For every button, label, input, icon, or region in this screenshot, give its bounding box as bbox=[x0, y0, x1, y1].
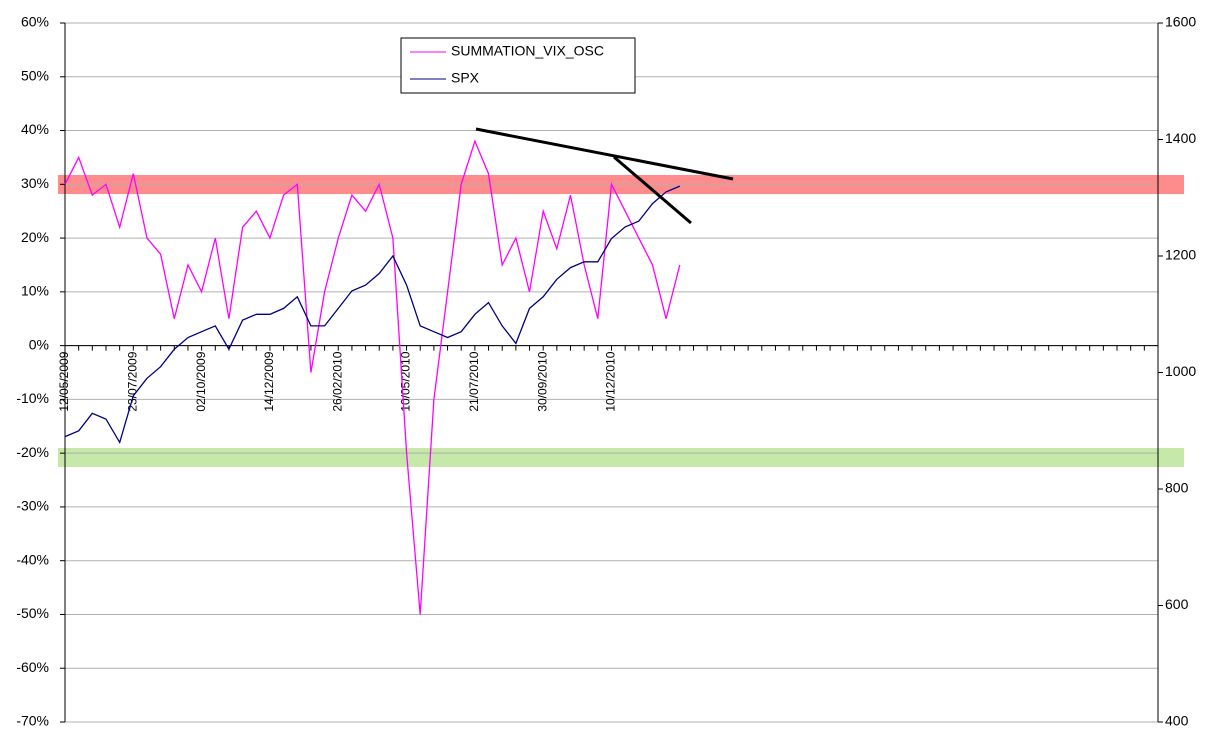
y2-tick-label: 1600 bbox=[1165, 14, 1196, 30]
series-line bbox=[64, 185, 681, 445]
y2-tick-label: 1200 bbox=[1165, 247, 1196, 263]
y2-tick-label: 600 bbox=[1165, 596, 1189, 612]
x-tick-label: 14/12/2009 bbox=[262, 351, 276, 411]
y-tick-label: -30% bbox=[16, 498, 49, 514]
y-tick-label: 0% bbox=[29, 336, 49, 352]
trend-line bbox=[613, 155, 692, 225]
plot-layer: -70% -60% -50% -40% -30% -20% -10% 0% 10% 20% 30% 4… bbox=[16, 14, 1196, 729]
y-tick-label: 60% bbox=[21, 14, 49, 30]
x-tick-label: 12/05/2009 bbox=[57, 351, 71, 411]
y-tick-label: 10% bbox=[21, 283, 49, 299]
x-tick-label: 10/12/2010 bbox=[604, 351, 618, 411]
y-tick-label: 40% bbox=[21, 121, 49, 137]
x-tick-label: 23/07/2009 bbox=[125, 351, 139, 411]
y-tick-label: -70% bbox=[16, 713, 49, 729]
y-tick-label: 50% bbox=[21, 67, 49, 83]
support-band bbox=[58, 448, 1184, 467]
x-tick-label: 30/09/2010 bbox=[535, 351, 549, 411]
x-tick-label: 26/02/2010 bbox=[330, 351, 344, 411]
x-tick-label: 10/05/2010 bbox=[399, 351, 413, 411]
y-tick-label: 20% bbox=[21, 229, 49, 245]
y-tick-label: -20% bbox=[16, 444, 49, 460]
y-tick-label: -60% bbox=[16, 659, 49, 675]
y-tick-label: -10% bbox=[16, 390, 49, 406]
legend-box bbox=[400, 37, 636, 94]
trend-line bbox=[475, 127, 734, 181]
legend: SUMMATION_VIX_OSC SPX bbox=[400, 37, 636, 94]
y2-tick-label: 1000 bbox=[1165, 363, 1196, 379]
x-tick-label: 21/07/2010 bbox=[467, 351, 481, 411]
legend-label: SUMMATION_VIX_OSC bbox=[451, 43, 604, 59]
y2-tick-label: 400 bbox=[1165, 713, 1189, 729]
y-tick-label: -40% bbox=[16, 551, 49, 567]
y-tick-label: -50% bbox=[16, 605, 49, 621]
x-tick-label: 02/10/2009 bbox=[194, 351, 208, 411]
y2-tick-label: 1400 bbox=[1165, 130, 1196, 146]
y2-tick-label: 800 bbox=[1165, 480, 1189, 496]
legend-label: SPX bbox=[451, 70, 480, 86]
series-line bbox=[64, 139, 681, 615]
y-tick-label: 30% bbox=[21, 175, 49, 191]
